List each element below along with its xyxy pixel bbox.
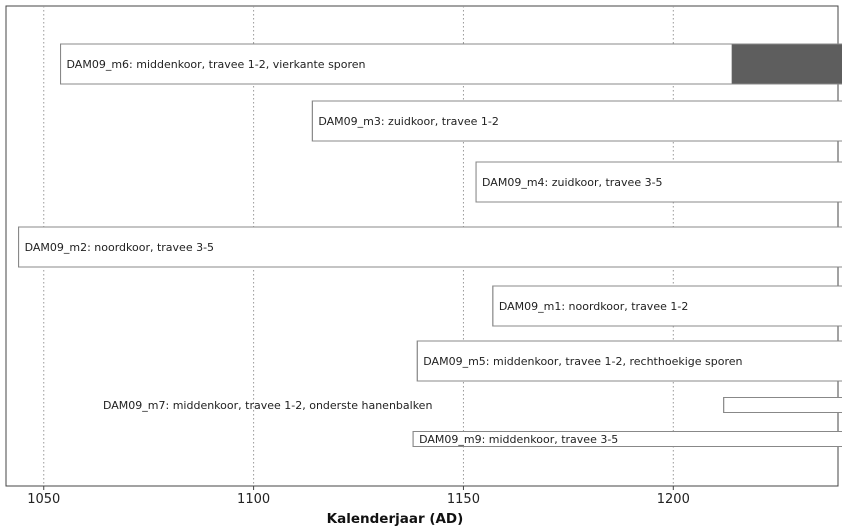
sample-row: DAM09_m5: middenkoor, travee 1-2, rechth… bbox=[416, 340, 842, 382]
heartwood-bar bbox=[492, 285, 842, 327]
bar-outline bbox=[60, 43, 842, 85]
sample-label: DAM09_m1: noordkoor, travee 1-2 bbox=[499, 300, 688, 313]
bar-outline bbox=[416, 340, 842, 382]
x-tick-label: 1150 bbox=[447, 492, 480, 507]
bar-outline bbox=[475, 161, 842, 203]
x-axis-title: Kalenderjaar (AD) bbox=[327, 511, 464, 527]
sample-row: DAM09_m1: noordkoor, travee 1-21312 - 13… bbox=[492, 285, 842, 327]
sapwood-bar bbox=[732, 44, 842, 84]
sample-label: DAM09_m4: zuidkoor, travee 3-5 bbox=[482, 176, 663, 189]
x-tick-label: 1050 bbox=[27, 492, 60, 507]
heartwood-bar bbox=[416, 340, 842, 382]
bar-outline bbox=[311, 100, 842, 142]
bar-outline bbox=[18, 226, 842, 268]
sample-row: DAM09_m9: middenkoor, travee 3-51299 - 1… bbox=[412, 431, 842, 447]
sample-row: DAM09_m3: zuidkoor, travee 1-21283 - 129… bbox=[311, 100, 842, 142]
sample-label: DAM09_m9: middenkoor, travee 3-5 bbox=[419, 433, 618, 446]
sample-row: DAM09_m7: middenkoor, travee 1-2, onders… bbox=[103, 397, 842, 413]
sample-row: DAM09_m2: noordkoor, travee 3-51308 - 13… bbox=[18, 226, 842, 268]
sample-label: DAM09_m7: middenkoor, travee 1-2, onders… bbox=[103, 399, 432, 412]
sample-row: DAM09_m6: middenkoor, travee 1-2, vierka… bbox=[60, 43, 842, 85]
x-axis-ticks: 1050110011501200125013001350 bbox=[27, 486, 690, 507]
sample-label: DAM09_m5: middenkoor, travee 1-2, rechth… bbox=[423, 355, 742, 368]
sample-label: DAM09_m3: zuidkoor, travee 1-2 bbox=[318, 115, 499, 128]
sample-bars: DAM09_m6: middenkoor, travee 1-2, vierka… bbox=[18, 43, 842, 447]
bar-outline bbox=[723, 397, 842, 413]
sample-row: DAM09_m4: zuidkoor, travee 3-51299 - 132… bbox=[475, 161, 842, 203]
bar-outline bbox=[492, 285, 842, 327]
heartwood-bar bbox=[723, 397, 842, 413]
sample-label: DAM09_m6: middenkoor, travee 1-2, vierka… bbox=[67, 58, 366, 71]
sample-label: DAM09_m2: noordkoor, travee 3-5 bbox=[25, 241, 215, 254]
x-tick-label: 1100 bbox=[237, 492, 270, 507]
x-tick-label: 1200 bbox=[657, 492, 690, 507]
bar-outline bbox=[412, 431, 842, 447]
